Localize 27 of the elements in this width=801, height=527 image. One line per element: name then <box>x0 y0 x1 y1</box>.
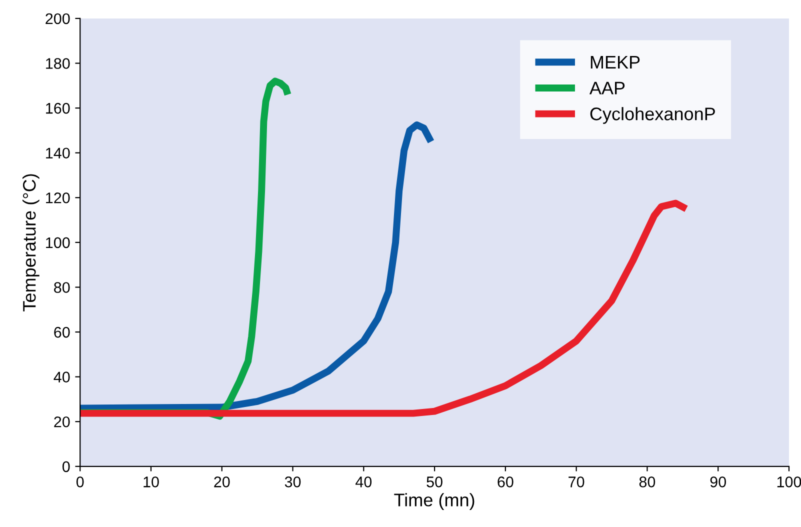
y-tick-label: 160 <box>46 102 70 114</box>
x-tick-label: 20 <box>214 476 230 488</box>
x-tick-label: 70 <box>568 476 584 488</box>
y-tick-label: 0 <box>62 461 70 472</box>
x-tick-label: 90 <box>710 476 726 488</box>
y-tick-label: 120 <box>46 192 70 204</box>
x-tick-label: 50 <box>426 476 442 488</box>
y-tick-label: 40 <box>54 372 70 382</box>
y-tick-label: 180 <box>46 58 70 69</box>
x-tick-label: 40 <box>356 476 372 488</box>
x-tick-label: 100 <box>777 476 801 488</box>
x-tick-label: 10 <box>144 476 159 488</box>
x-tick-label: 60 <box>498 476 514 488</box>
legend-label: MEKP <box>590 56 640 68</box>
legend-label: AAP <box>589 82 625 94</box>
y-tick-label: 100 <box>46 237 70 248</box>
x-tick-label: 0 <box>76 476 84 488</box>
y-axis-title: Temperature (°C) <box>22 174 40 312</box>
y-tick-label: 200 <box>46 13 70 24</box>
legend-label: CyclohexanonP <box>590 107 715 124</box>
x-axis-title: Time (mn) <box>394 493 474 510</box>
x-tick-label: 80 <box>639 476 656 488</box>
y-tick-label: 140 <box>46 148 70 159</box>
y-tick-label: 80 <box>54 282 70 293</box>
y-tick-label: 60 <box>54 326 70 338</box>
y-tick-label: 20 <box>54 416 70 428</box>
x-tick-label: 30 <box>284 476 301 488</box>
